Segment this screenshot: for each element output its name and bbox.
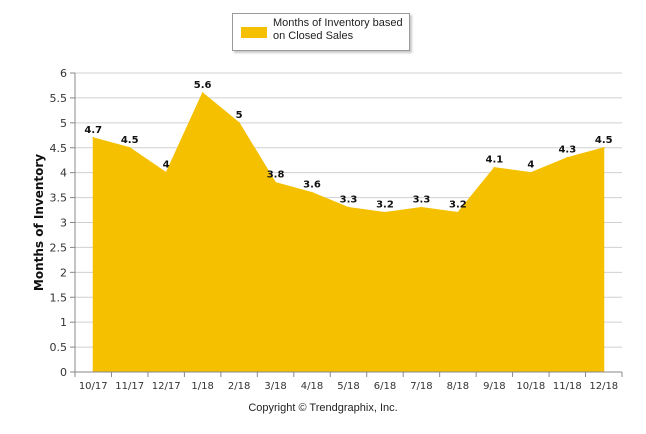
data-label: 5	[236, 110, 243, 121]
data-point	[311, 191, 313, 194]
data-label: 3.2	[376, 200, 394, 211]
data-point	[201, 92, 204, 94]
data-label: 4	[163, 160, 170, 171]
data-point	[347, 206, 350, 209]
data-label: 3.3	[413, 195, 431, 206]
data-point	[602, 146, 605, 149]
chart-legend: Months of Inventory based on Closed Sale…	[232, 13, 410, 51]
data-point	[128, 146, 131, 149]
x-tick-label: 9/18	[483, 381, 505, 392]
legend-swatch	[241, 27, 267, 38]
y-tick-label: 0	[60, 366, 67, 379]
x-tick-label: 11/17	[115, 381, 144, 392]
data-label: 4.5	[595, 135, 613, 146]
x-tick-label: 12/18	[589, 381, 618, 392]
data-label: 3.6	[303, 180, 321, 191]
legend-label: Months of Inventory based on Closed Sale…	[273, 17, 403, 42]
y-tick-label: 1.5	[50, 291, 68, 304]
x-tick-label: 6/18	[374, 381, 396, 392]
y-tick-label: 1	[60, 316, 67, 329]
x-tick-label: 11/18	[553, 381, 582, 392]
x-tick-label: 4/18	[301, 381, 323, 392]
y-axis-title: Months of Inventory	[32, 154, 46, 291]
data-label: 4.7	[84, 125, 102, 136]
x-tick-label: 2/18	[228, 381, 250, 392]
y-tick-label: 3.5	[50, 192, 68, 205]
data-label: 3.3	[340, 195, 358, 206]
data-point	[238, 122, 240, 124]
x-tick-label: 3/18	[264, 381, 286, 392]
y-tick-label: 2.5	[50, 241, 68, 254]
data-point	[274, 181, 277, 184]
data-label: 4.1	[486, 155, 504, 166]
data-label: 4.3	[558, 145, 576, 156]
data-label: 3.8	[267, 170, 285, 181]
data-point	[420, 206, 423, 209]
data-point	[566, 156, 569, 159]
x-tick-label: 7/18	[410, 381, 432, 392]
x-tick-label: 8/18	[447, 381, 469, 392]
x-tick-label: 1/18	[191, 381, 213, 392]
data-point	[457, 211, 459, 214]
y-tick-label: 2	[60, 266, 67, 279]
y-tick-label: 4	[60, 167, 67, 180]
data-point	[384, 211, 386, 214]
x-tick-label: 5/18	[337, 381, 359, 392]
y-tick-label: 0.5	[50, 341, 68, 354]
data-label: 3.2	[449, 200, 467, 211]
x-tick-label: 10/17	[79, 381, 108, 392]
y-tick-label: 5	[60, 117, 67, 130]
x-tick-label: 12/17	[152, 381, 181, 392]
area-series	[92, 92, 605, 373]
y-tick-label: 4.5	[50, 142, 68, 155]
copyright-text: Copyright © Trendgraphix, Inc.	[248, 402, 398, 414]
y-tick-label: 3	[60, 217, 67, 230]
y-tick-label: 6	[60, 67, 67, 80]
data-point	[530, 171, 532, 174]
data-label: 4.5	[121, 135, 139, 146]
y-tick-label: 5.5	[50, 92, 68, 105]
data-point	[92, 136, 95, 139]
data-point	[165, 171, 167, 174]
data-label: 4	[527, 160, 534, 171]
data-point	[493, 166, 496, 169]
data-label: 5.6	[194, 80, 212, 91]
x-tick-label: 10/18	[516, 381, 545, 392]
